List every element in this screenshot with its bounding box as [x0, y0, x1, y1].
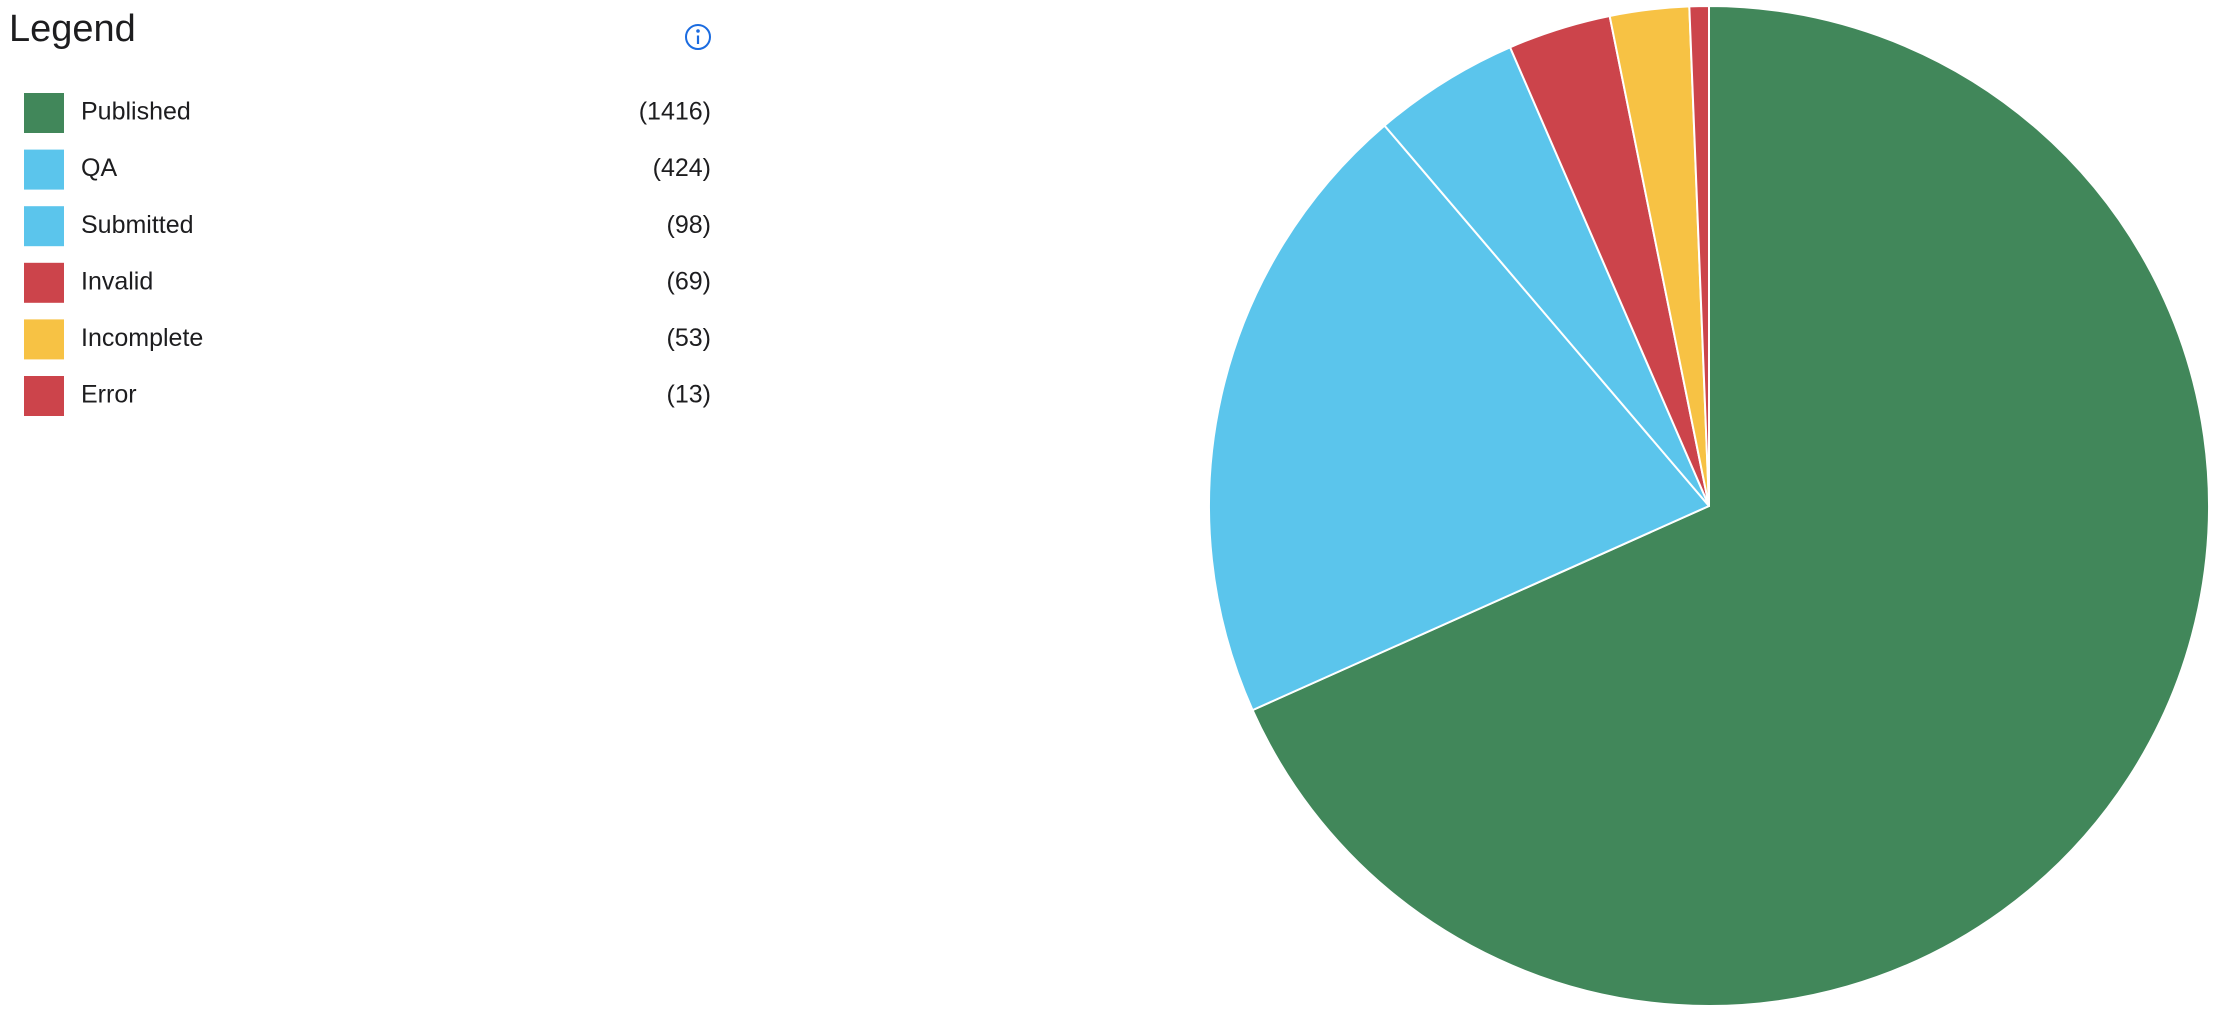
pie-slice — [1688, 5, 1710, 507]
legend-count: (69) — [667, 267, 711, 295]
legend-count: (53) — [667, 324, 711, 352]
legend-label: QA — [81, 154, 117, 182]
info-icon-dot[interactable] — [696, 29, 700, 33]
legend-label: Published — [81, 98, 191, 126]
pie-slice — [1251, 5, 2210, 1007]
legend-label: Invalid — [81, 267, 153, 295]
info-icon-ring[interactable] — [685, 24, 711, 50]
legend-title: Legend — [9, 8, 136, 50]
legend-swatch — [24, 319, 64, 360]
legend-swatch — [24, 206, 64, 247]
legend-swatch — [24, 262, 64, 303]
pie-slice — [1208, 124, 1710, 712]
legend-swatch — [24, 149, 64, 190]
legend-count: (1416) — [639, 98, 711, 126]
legend-label: Error — [81, 381, 137, 409]
legend-swatch — [24, 376, 64, 416]
legend-label: Submitted — [81, 211, 194, 239]
legend-swatch — [24, 93, 64, 133]
info-icon[interactable] — [685, 24, 711, 50]
legend-count: (424) — [653, 154, 711, 182]
legend-count: (13) — [667, 381, 711, 409]
legend-count: (98) — [667, 211, 711, 239]
legend-label: Incomplete — [81, 324, 203, 352]
